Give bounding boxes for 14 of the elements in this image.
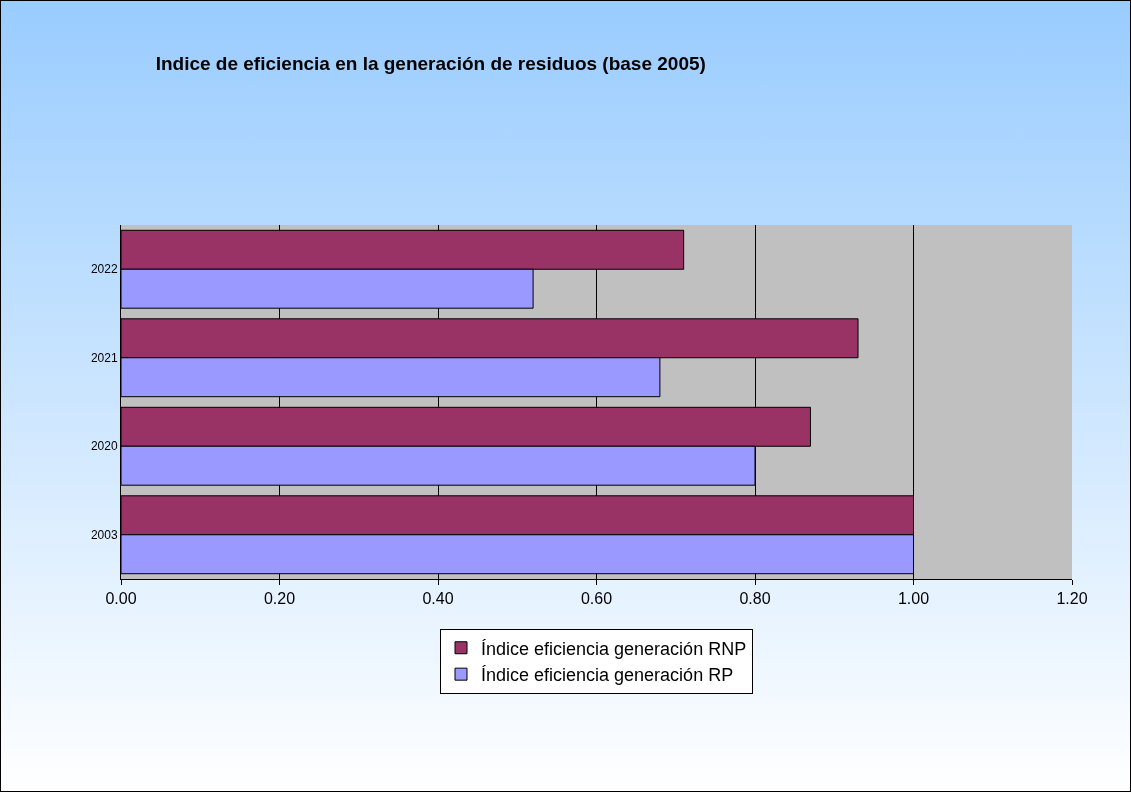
x-tick-label: 0.40 <box>422 590 454 608</box>
x-tick-label: 1.20 <box>1056 590 1088 608</box>
x-tick-label: 0.00 <box>105 590 137 608</box>
legend-label: Índice eficiencia generación RP <box>481 665 734 686</box>
y-tick-label: 2020 <box>90 439 118 454</box>
legend-label: Índice eficiencia generación RNP <box>481 638 747 659</box>
x-tick-label: 1.00 <box>897 590 930 608</box>
x-tick-label: 0.20 <box>263 590 296 608</box>
chart-title: Indice de eficiencia en la generación de residuos (base 2005) <box>155 52 706 74</box>
x-tick-label: 0.60 <box>580 590 613 608</box>
y-tick-label: 2022 <box>90 262 118 277</box>
y-tick-label: 2003 <box>90 527 118 542</box>
x-tick-label: 0.80 <box>739 590 771 608</box>
y-tick-label: 2021 <box>90 350 118 365</box>
